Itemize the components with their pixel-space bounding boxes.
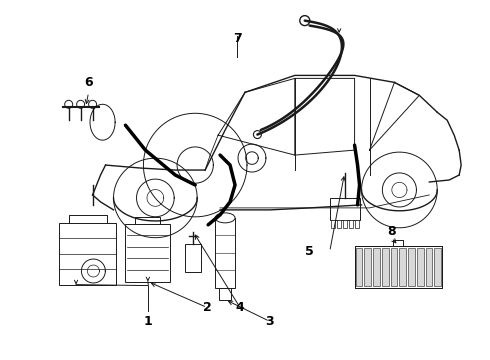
Bar (382, 248, 389, 285)
Text: 3: 3 (266, 315, 274, 328)
Bar (365, 248, 371, 285)
Circle shape (65, 100, 73, 108)
Text: 1: 1 (144, 315, 153, 328)
Circle shape (300, 15, 310, 26)
Text: 2: 2 (203, 301, 212, 314)
Bar (355, 246, 442, 288)
Bar (426, 248, 433, 285)
Circle shape (253, 131, 261, 139)
Bar (343, 220, 346, 228)
Bar (408, 248, 415, 285)
Bar (331, 220, 335, 228)
Text: 6: 6 (84, 76, 93, 89)
Bar (330, 198, 360, 220)
Bar (417, 248, 424, 285)
Bar (435, 248, 441, 285)
Bar (59, 223, 117, 285)
Bar (185, 244, 201, 272)
Circle shape (89, 100, 97, 108)
Text: 8: 8 (387, 225, 396, 238)
Bar (337, 220, 341, 228)
Bar (355, 246, 442, 288)
Text: 5: 5 (305, 245, 314, 258)
Bar (125, 224, 171, 282)
Bar (348, 220, 353, 228)
Bar (215, 218, 235, 288)
Bar (355, 220, 359, 228)
Bar (356, 248, 362, 285)
Text: 7: 7 (233, 32, 242, 45)
Circle shape (76, 100, 85, 108)
Bar (373, 248, 380, 285)
Bar (219, 288, 231, 300)
Ellipse shape (215, 213, 235, 223)
Text: 4: 4 (236, 301, 245, 314)
Bar (391, 248, 397, 285)
Bar (399, 248, 406, 285)
